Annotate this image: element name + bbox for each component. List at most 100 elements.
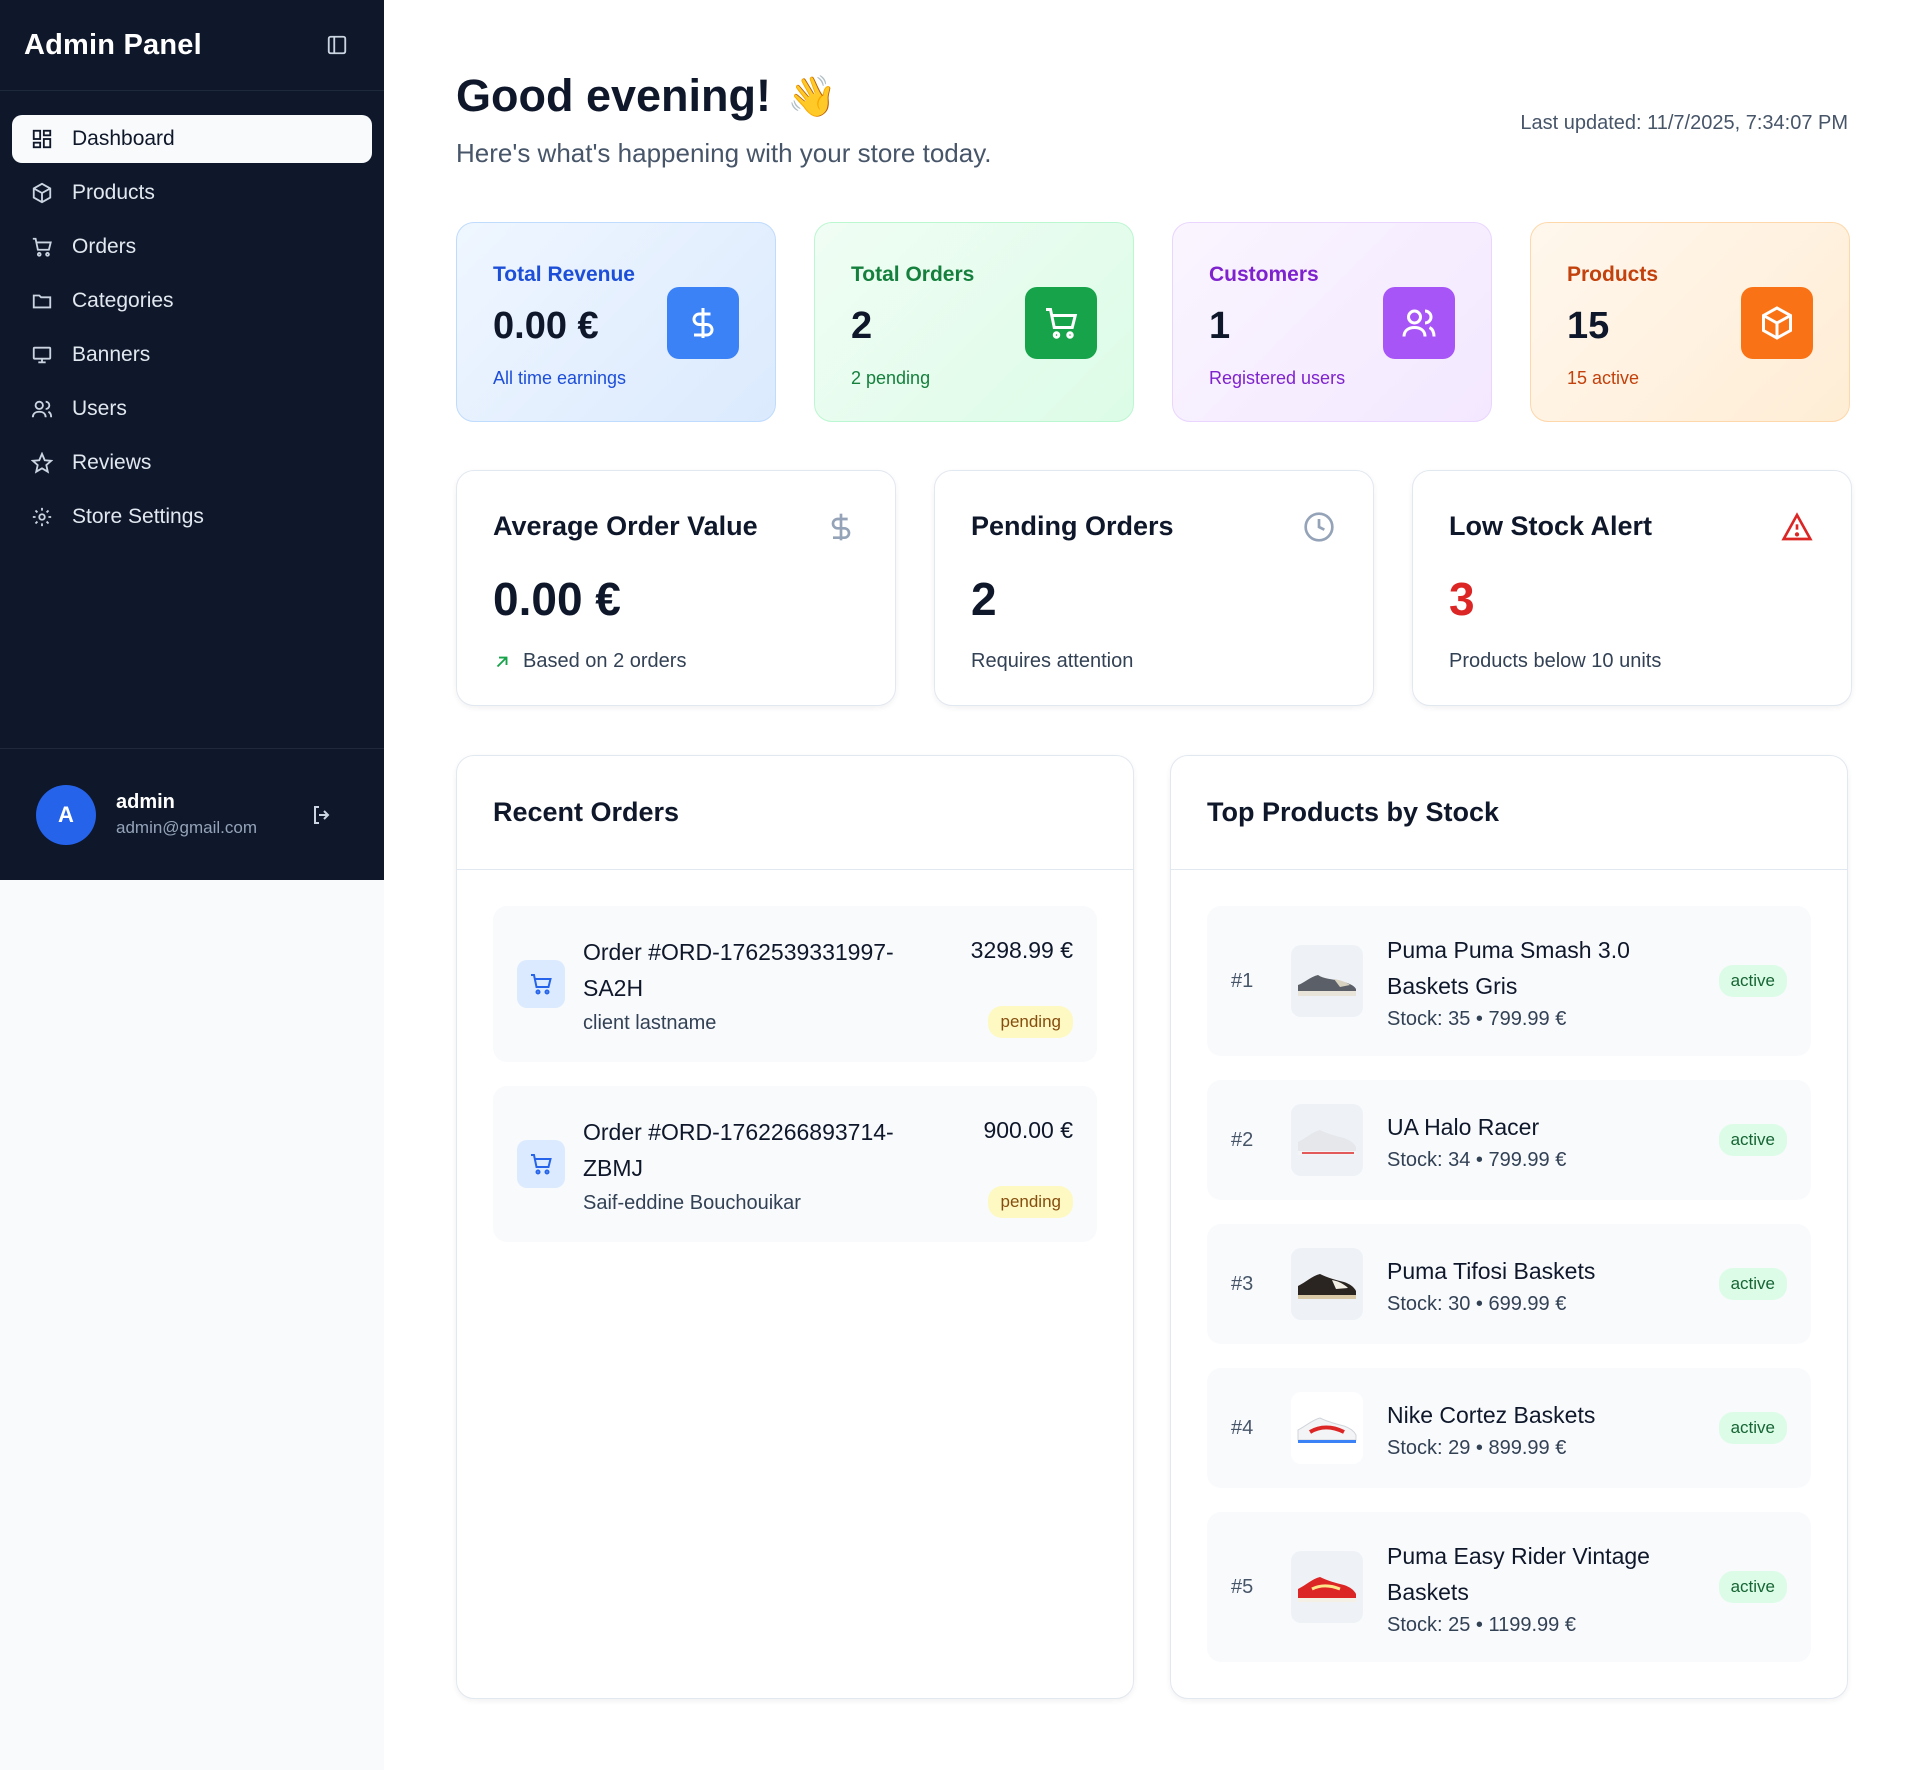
user-info: admin admin@gmail.com <box>116 791 310 838</box>
sidebar-item-store-settings[interactable]: Store Settings <box>12 493 372 541</box>
top-products-panel: Top Products by Stock #1 Puma Puma Smash… <box>1170 755 1848 1699</box>
metric-card-average-order: Average Order Value 0.00 € Based on 2 or… <box>456 470 896 706</box>
stat-card-orders: Total Orders 2 2 pending <box>814 222 1134 422</box>
stat-value: 2 <box>851 305 873 347</box>
sidebar-item-label: Products <box>72 181 155 204</box>
recent-orders-list: Order #ORD-1762539331997-SA2H client las… <box>457 870 1133 1302</box>
status-badge: active <box>1718 1412 1787 1444</box>
metric-card-low-stock: Low Stock Alert 3 Products below 10 unit… <box>1412 470 1852 706</box>
stat-note: 2 pending <box>851 368 931 388</box>
alert-triangle-icon <box>1781 512 1813 541</box>
metric-title: Average Order Value <box>493 511 758 541</box>
shoe-image-icon <box>1298 1274 1356 1299</box>
sidebar-item-users[interactable]: Users <box>12 385 372 433</box>
sidebar-item-banners[interactable]: Banners <box>12 331 372 379</box>
list-item[interactable]: #5 Puma Easy Rider Vintage Baskets Stock… <box>1207 1512 1811 1662</box>
product-meta: Stock: 29 • 899.99 € <box>1387 1436 1567 1459</box>
monitor-icon <box>30 343 54 367</box>
product-meta: Stock: 35 • 799.99 € <box>1387 1007 1567 1030</box>
product-info: Nike Cortez Baskets Stock: 29 • 899.99 € <box>1387 1397 1719 1460</box>
metric-desc: Requires attention <box>971 650 1134 672</box>
product-rank: #5 <box>1231 1575 1254 1598</box>
sidebar-item-label: Orders <box>72 235 137 258</box>
stat-value: 1 <box>1209 305 1231 347</box>
waving-hand-icon: 👋 <box>787 74 837 119</box>
clock-icon <box>1304 512 1334 542</box>
star-icon <box>30 451 54 475</box>
metric-title: Low Stock Alert <box>1449 511 1653 541</box>
list-item[interactable]: #3 Puma Tifosi Baskets Stock: 30 • 699.9… <box>1207 1224 1811 1344</box>
order-id: Order #ORD-1762539331997-SA2H <box>583 939 894 1001</box>
product-name: Puma Puma Smash 3.0 Baskets Gris <box>1387 936 1630 999</box>
product-info: Puma Tifosi Baskets Stock: 30 • 699.99 € <box>1387 1253 1719 1316</box>
list-item[interactable]: Order #ORD-1762266893714-ZBMJ Saif-eddin… <box>493 1086 1097 1242</box>
stat-card-revenue: Total Revenue 0.00 € All time earnings <box>456 222 776 422</box>
dollar-icon <box>667 287 739 359</box>
stat-note: Registered users <box>1209 368 1346 388</box>
sidebar-toggle-icon[interactable] <box>326 34 348 56</box>
greeting-text: Good evening! <box>456 70 771 121</box>
sidebar-item-label: Dashboard <box>72 127 175 150</box>
product-thumbnail <box>1291 1248 1363 1320</box>
metric-title: Pending Orders <box>971 511 1174 541</box>
sidebar-nav: Dashboard Products Orders Categories Ban… <box>0 91 384 541</box>
product-rank: #1 <box>1231 969 1254 992</box>
metric-value: 3 <box>1449 573 1475 625</box>
panel-title: Recent Orders <box>457 756 1133 870</box>
product-thumbnail <box>1291 945 1363 1017</box>
sidebar-item-categories[interactable]: Categories <box>12 277 372 325</box>
status-badge: active <box>1718 1571 1787 1603</box>
product-rank: #3 <box>1231 1272 1254 1295</box>
product-info: Puma Puma Smash 3.0 Baskets Gris Stock: … <box>1387 932 1719 1031</box>
product-meta: Stock: 30 • 699.99 € <box>1387 1292 1567 1315</box>
status-badge: pending <box>988 1006 1073 1038</box>
avatar[interactable]: A <box>36 784 96 845</box>
order-customer: Saif-eddine Bouchouikar <box>583 1192 801 1214</box>
list-item[interactable]: #2 UA Halo Racer Stock: 34 • 799.99 € ac… <box>1207 1080 1811 1200</box>
stat-card-products: Products 15 15 active <box>1530 222 1850 422</box>
stat-label: Products <box>1567 263 1659 286</box>
product-name: Puma Tifosi Baskets <box>1387 1257 1596 1284</box>
shoe-image-icon <box>1297 1417 1357 1443</box>
dashboard-icon <box>30 127 54 151</box>
sidebar-header: Admin Panel <box>0 0 384 91</box>
order-amount: 900.00 € <box>983 1117 1073 1143</box>
list-item[interactable]: #1 Puma Puma Smash 3.0 Baskets Gris Stoc… <box>1207 906 1811 1056</box>
product-rank: #2 <box>1231 1128 1254 1151</box>
logout-icon[interactable] <box>310 803 334 827</box>
users-icon <box>30 397 54 421</box>
list-item[interactable]: Order #ORD-1762539331997-SA2H client las… <box>493 906 1097 1062</box>
order-amount: 3298.99 € <box>970 937 1073 963</box>
sidebar-item-orders[interactable]: Orders <box>12 223 372 271</box>
metric-desc-row: Based on 2 orders <box>493 650 859 673</box>
metric-value: 0.00 € <box>493 573 621 625</box>
list-item[interactable]: #4 Nike Cortez Baskets Stock: 29 • 899.9… <box>1207 1368 1811 1488</box>
shoe-image-icon <box>1298 1577 1356 1602</box>
status-badge: active <box>1718 1124 1787 1156</box>
sidebar-item-label: Reviews <box>72 451 152 474</box>
status-badge: pending <box>988 1186 1073 1218</box>
sidebar-item-label: Banners <box>72 343 151 366</box>
product-meta: Stock: 34 • 799.99 € <box>1387 1148 1567 1171</box>
sidebar-item-label: Store Settings <box>72 505 204 528</box>
sidebar-item-label: Users <box>72 397 127 420</box>
arrow-up-right-icon <box>496 656 508 667</box>
stat-value: 15 <box>1567 305 1610 347</box>
cart-icon <box>517 960 565 1008</box>
users-icon <box>1383 287 1455 359</box>
product-info: UA Halo Racer Stock: 34 • 799.99 € <box>1387 1109 1719 1172</box>
order-id: Order #ORD-1762266893714-ZBMJ <box>583 1119 894 1181</box>
stat-label: Total Orders <box>851 263 975 286</box>
package-icon <box>30 181 54 205</box>
sidebar-item-products[interactable]: Products <box>12 169 372 217</box>
page-subtitle: Here's what's happening with your store … <box>456 138 992 168</box>
status-badge: active <box>1718 965 1787 997</box>
product-name: Puma Easy Rider Vintage Baskets <box>1387 1542 1650 1605</box>
gear-icon <box>30 505 54 529</box>
cart-icon <box>1025 287 1097 359</box>
sidebar-item-reviews[interactable]: Reviews <box>12 439 372 487</box>
main-content: Good evening! 👋 Here's what's happening … <box>384 0 1920 1770</box>
metric-value: 2 <box>971 573 997 625</box>
sidebar-item-dashboard[interactable]: Dashboard <box>12 115 372 163</box>
dollar-icon <box>831 513 851 541</box>
